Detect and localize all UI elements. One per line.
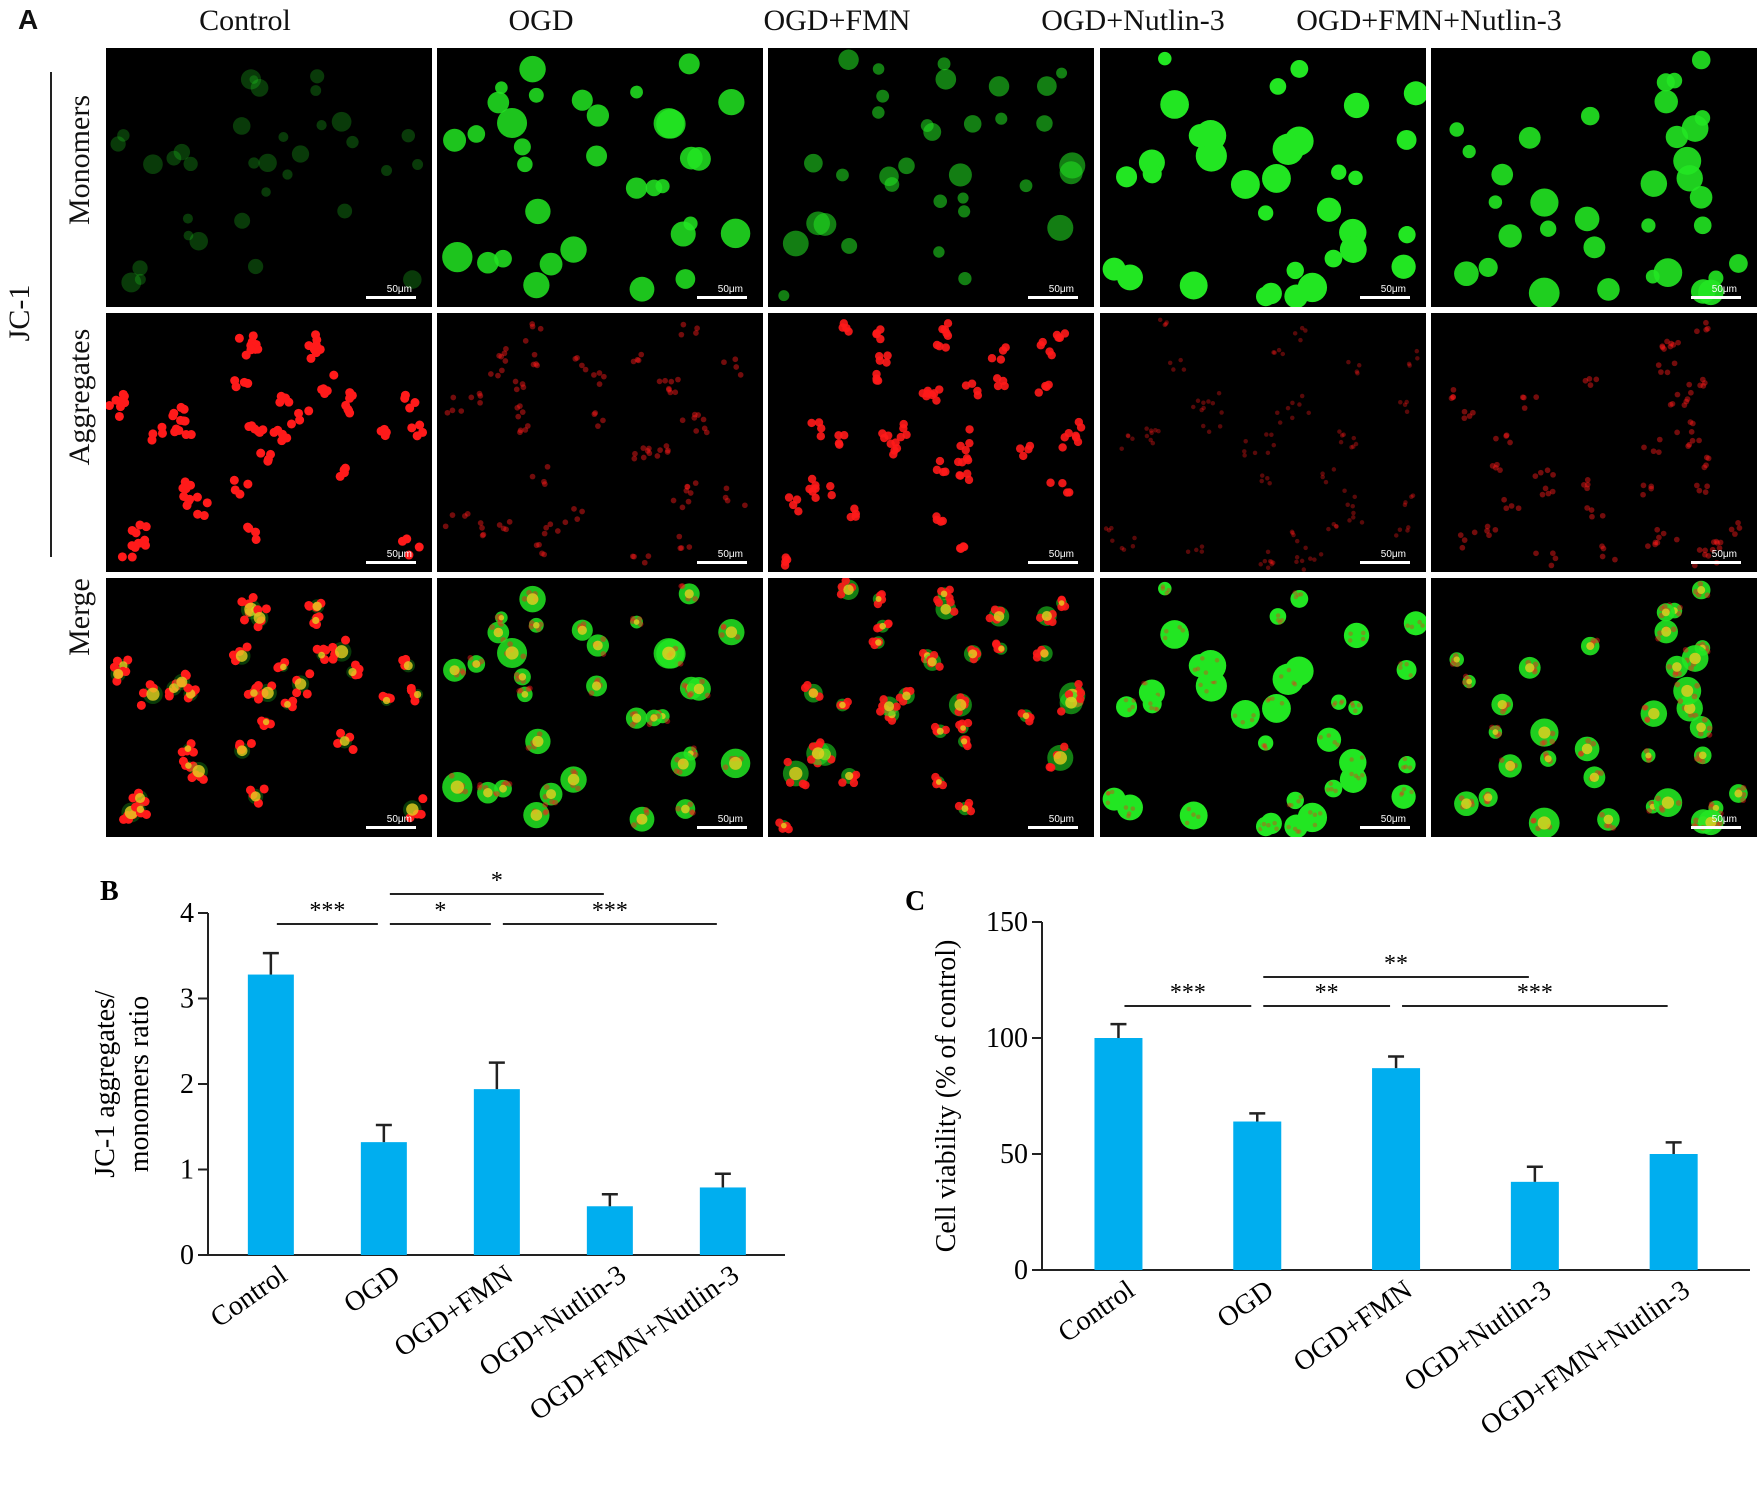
scale-bar-label: 50μm (1711, 549, 1737, 560)
y-tick-label: 0 (1014, 1255, 1028, 1286)
y-tick-label: 2 (180, 1069, 194, 1100)
bar (247, 974, 294, 1255)
scale-bar-label: 50μm (1048, 284, 1074, 295)
y-axis-label: Cell viability (% of control) (931, 940, 962, 1253)
scale-bar (697, 826, 747, 829)
bar (1094, 1038, 1143, 1270)
x-tick-label: OGD+FMN+Nutlin-3 (524, 1259, 745, 1427)
y-tick-label: 50 (1000, 1139, 1028, 1170)
column-header-ogd-fmn: OGD+FMN (763, 4, 911, 37)
bar (1510, 1181, 1559, 1270)
panel-letter: B (100, 876, 119, 907)
scale-bar-label: 50μm (717, 814, 743, 825)
column-header-ogd-nutlin3: OGD+Nutlin-3 (1041, 4, 1225, 37)
y-tick-label: 4 (180, 898, 194, 929)
bar (699, 1187, 746, 1255)
scale-bar (697, 561, 747, 564)
bar (1233, 1121, 1282, 1270)
significance-label: * (491, 870, 503, 894)
micrograph-aggregates-4: 50μm (1100, 313, 1426, 572)
x-tick-label: Control (1053, 1274, 1141, 1349)
bar (360, 1142, 407, 1255)
scale-bar (1028, 826, 1078, 829)
scale-bar (366, 826, 416, 829)
significance-label: ** (1315, 980, 1339, 1006)
scale-bar (1360, 826, 1410, 829)
chart-b: B 0 1 2 3 4 JC-1 aggregates/monomers ratio Cont… (0, 868, 830, 1500)
bar (1372, 1068, 1421, 1270)
scale-bar-label: 50μm (386, 814, 412, 825)
scale-bar (366, 561, 416, 564)
scale-bar-label: 50μm (1380, 549, 1406, 560)
x-tick-label: OGD (338, 1259, 405, 1319)
scale-bar (1028, 296, 1078, 299)
scale-bar (1028, 561, 1078, 564)
panel-a-letter: A (18, 4, 39, 35)
significance-label: *** (1170, 980, 1206, 1006)
significance-label: *** (592, 898, 628, 924)
micrograph-monomers-3: 50μm (768, 48, 1094, 307)
bar (473, 1089, 520, 1255)
micrograph-monomers-4: 50μm (1100, 48, 1426, 307)
scale-bar-label: 50μm (1711, 284, 1737, 295)
scale-bar (1360, 296, 1410, 299)
chart-b-svg: B 0 1 2 3 4 JC-1 aggregates/monomers ratio Cont… (90, 868, 785, 1427)
column-header-ogd-fmn-nutlin3: OGD+FMN+Nutlin-3 (1296, 4, 1562, 37)
scale-bar (1691, 826, 1741, 829)
row-label-merge: Merge (63, 578, 96, 656)
scale-bar-label: 50μm (1048, 814, 1074, 825)
significance-label: *** (309, 898, 345, 924)
x-tick-label: Control (205, 1259, 293, 1334)
significance-label: * (434, 898, 446, 924)
micrograph-aggregates-1: 50μm (106, 313, 432, 572)
scale-bar-label: 50μm (1048, 549, 1074, 560)
scale-bar (697, 296, 747, 299)
micrograph-monomers-5: 50μm (1431, 48, 1757, 307)
jc1-group-line (50, 72, 52, 557)
scale-bar (1691, 561, 1741, 564)
micrograph-aggregates-2: 50μm (437, 313, 763, 572)
micrograph-aggregates-5: 50μm (1431, 313, 1757, 572)
panel-letter: C (905, 886, 925, 917)
scale-bar (1360, 561, 1410, 564)
scale-bar-label: 50μm (1711, 814, 1737, 825)
significance-label: ** (1384, 951, 1408, 977)
significance-label: *** (1517, 980, 1553, 1006)
scale-bar-label: 50μm (1380, 284, 1406, 295)
micrograph-merge-3: 50μm (768, 578, 1094, 837)
micrograph-merge-1: 50μm (106, 578, 432, 837)
scale-bar (366, 296, 416, 299)
micrograph-merge-2: 50μm (437, 578, 763, 837)
y-axis-label: JC-1 aggregates/monomers ratio (90, 990, 155, 1178)
bar (1649, 1154, 1698, 1270)
column-header-control: Control (199, 4, 291, 37)
bar (586, 1206, 633, 1255)
x-tick-label: OGD (1212, 1274, 1279, 1334)
x-tick-label: OGD+FMN (1288, 1274, 1418, 1378)
y-tick-label: 1 (180, 1155, 194, 1186)
micrograph-monomers-1: 50μm (106, 48, 432, 307)
micrograph-monomers-2: 50μm (437, 48, 763, 307)
jc1-group-label: JC-1 (3, 284, 36, 342)
scale-bar-label: 50μm (717, 549, 743, 560)
scale-bar-label: 50μm (717, 284, 743, 295)
y-tick-label: 100 (986, 1023, 1028, 1054)
y-tick-label: 150 (986, 907, 1028, 938)
micrograph-aggregates-3: 50μm (768, 313, 1094, 572)
micrograph-merge-5: 50μm (1431, 578, 1757, 837)
scale-bar-label: 50μm (1380, 814, 1406, 825)
y-tick-label: 0 (180, 1240, 194, 1271)
chart-c: C 0 50 100 150 Cell viability (% of control) C… (870, 870, 1755, 1500)
scale-bar-label: 50μm (386, 549, 412, 560)
chart-c-svg: C 0 50 100 150 Cell viability (% of control) C… (905, 886, 1750, 1442)
row-label-monomers: Monomers (63, 95, 96, 225)
column-header-ogd: OGD (508, 4, 574, 37)
scale-bar (1691, 296, 1741, 299)
scale-bar-label: 50μm (386, 284, 412, 295)
y-tick-label: 3 (180, 984, 194, 1015)
micrograph-merge-4: 50μm (1100, 578, 1426, 837)
